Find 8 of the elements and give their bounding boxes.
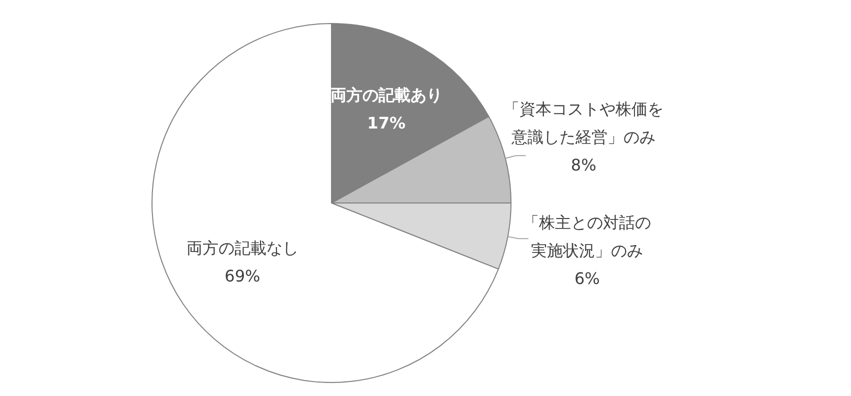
slice-label: 両方の記載なし: [186, 238, 298, 258]
slice-label: 「資本コストや株価を意識した経営」のみ: [504, 99, 664, 146]
data-label: 8%: [570, 155, 596, 174]
slice-label: 「株主との対話の実施状況」のみ: [523, 212, 652, 260]
slice-label: 両方の記載あり: [330, 85, 442, 104]
data-label: 6%: [574, 268, 600, 288]
data-label: 17%: [367, 113, 406, 132]
data-label: 69%: [224, 266, 260, 286]
